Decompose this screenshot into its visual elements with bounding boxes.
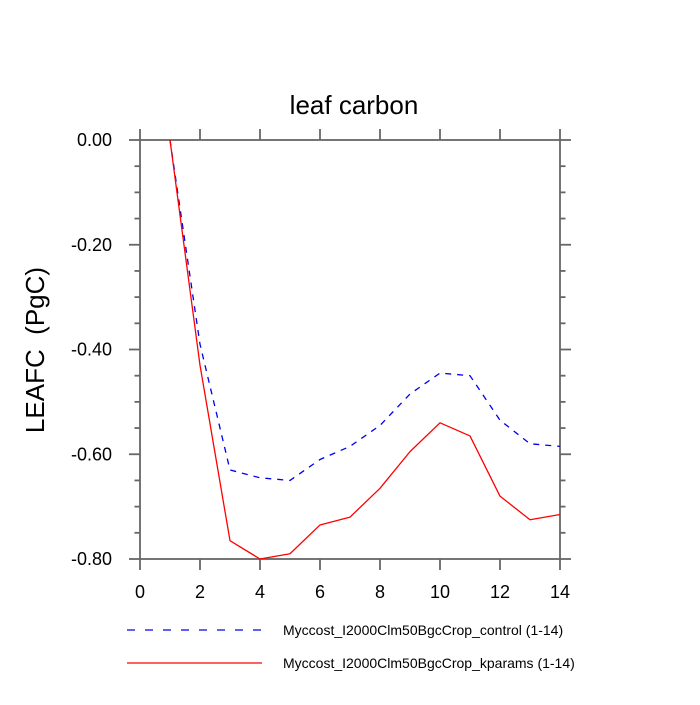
axis-tick-labels: 0 2 4 6 8 10 12 14 0.00 -0.20 -0.40 -0.60 -0.80 (71, 130, 570, 602)
plot-border (139, 139, 561, 560)
y-axis-title: LEAFC (PgC) (20, 267, 50, 433)
x-tick-label: 8 (375, 582, 385, 602)
legend: Myccost_I2000Clm50BgcCrop_control (1-14)… (127, 622, 575, 671)
y-tick-label: -0.60 (71, 444, 112, 464)
x-tick-label: 10 (430, 582, 450, 602)
x-tick-label: 14 (550, 582, 570, 602)
axis-ticks (129, 129, 571, 570)
data-series (169, 139, 561, 560)
y-tick-label: -0.80 (71, 549, 112, 569)
x-tick-label: 12 (490, 582, 510, 602)
y-tick-label: -0.20 (71, 235, 112, 255)
series-control-line (169, 139, 561, 482)
y-tick-label: -0.40 (71, 340, 112, 360)
series-kparams-line (169, 139, 561, 560)
x-tick-label: 0 (135, 582, 145, 602)
x-tick-label: 4 (255, 582, 265, 602)
x-tick-label: 2 (195, 582, 205, 602)
legend-label-control: Myccost_I2000Clm50BgcCrop_control (1-14) (283, 622, 563, 638)
chart-title: leaf carbon (290, 90, 419, 120)
x-tick-label: 6 (315, 582, 325, 602)
y-tick-label: 0.00 (77, 130, 112, 150)
plot-frame (139, 139, 561, 560)
legend-label-kparams: Myccost_I2000Clm50BgcCrop_kparams (1-14) (283, 655, 575, 671)
